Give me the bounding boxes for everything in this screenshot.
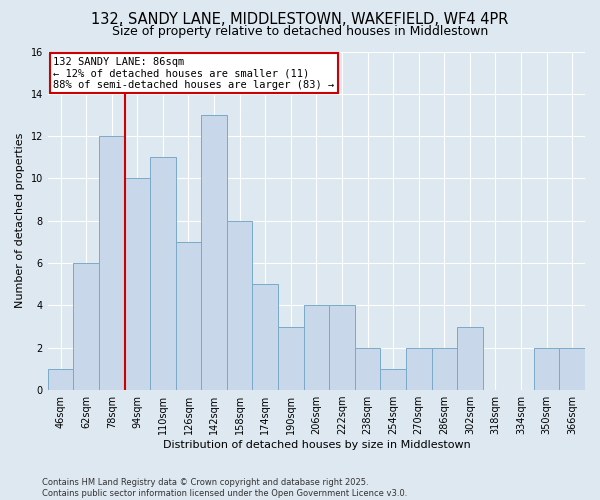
Text: 132 SANDY LANE: 86sqm
← 12% of detached houses are smaller (11)
88% of semi-deta: 132 SANDY LANE: 86sqm ← 12% of detached … <box>53 56 334 90</box>
Bar <box>201 115 227 390</box>
Text: Size of property relative to detached houses in Middlestown: Size of property relative to detached ho… <box>112 25 488 38</box>
Bar <box>406 348 431 390</box>
X-axis label: Distribution of detached houses by size in Middlestown: Distribution of detached houses by size … <box>163 440 470 450</box>
Bar <box>73 263 99 390</box>
Bar <box>534 348 559 390</box>
Text: Contains HM Land Registry data © Crown copyright and database right 2025.
Contai: Contains HM Land Registry data © Crown c… <box>42 478 407 498</box>
Bar <box>457 326 482 390</box>
Bar <box>48 369 73 390</box>
Bar <box>431 348 457 390</box>
Bar <box>304 306 329 390</box>
Bar <box>380 369 406 390</box>
Text: 132, SANDY LANE, MIDDLESTOWN, WAKEFIELD, WF4 4PR: 132, SANDY LANE, MIDDLESTOWN, WAKEFIELD,… <box>91 12 509 28</box>
Bar <box>278 326 304 390</box>
Bar <box>253 284 278 390</box>
Bar <box>150 158 176 390</box>
Bar <box>329 306 355 390</box>
Bar <box>125 178 150 390</box>
Bar <box>99 136 125 390</box>
Bar <box>227 221 253 390</box>
Bar <box>176 242 201 390</box>
Bar <box>559 348 585 390</box>
Y-axis label: Number of detached properties: Number of detached properties <box>15 133 25 308</box>
Bar <box>355 348 380 390</box>
